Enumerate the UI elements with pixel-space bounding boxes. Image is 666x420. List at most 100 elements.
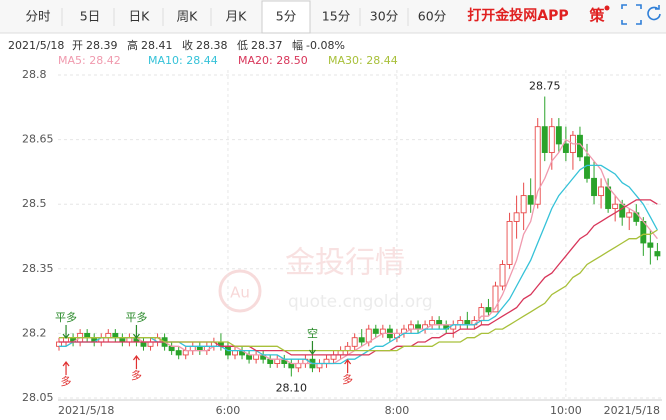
watermark: Au 金投行情 quote.cngold.org <box>218 246 433 313</box>
candle-body <box>464 320 471 326</box>
ma-line <box>59 199 658 356</box>
refresh-icon[interactable] <box>647 5 661 21</box>
y-tick-label: 28.2 <box>22 326 47 339</box>
tab[interactable]: 月K <box>226 9 248 24</box>
candle-body <box>654 251 661 257</box>
info-value: 28.37 <box>251 39 283 52</box>
candle-body <box>626 212 633 218</box>
candle-body <box>562 143 569 153</box>
tab[interactable]: 15分 <box>322 9 350 24</box>
tab[interactable]: 分时 <box>25 9 51 24</box>
candle-body <box>365 328 372 343</box>
info-label: 开 <box>72 39 83 52</box>
candle-body <box>541 126 548 153</box>
tab[interactable]: 30分 <box>370 9 398 24</box>
x-tick-label: 2021/5/18 <box>58 404 114 417</box>
watermark-url: quote.cngold.org <box>288 292 433 312</box>
candle-body <box>408 324 414 330</box>
candle-body <box>246 354 253 360</box>
candle-body <box>436 320 443 326</box>
y-tick-label: 28.8 <box>22 68 47 81</box>
signal-arrow <box>62 361 70 375</box>
y-tick-label: 28.5 <box>22 197 47 210</box>
info-date: 2021/5/18 <box>8 39 64 52</box>
candle-body <box>351 337 358 347</box>
candle-body <box>555 126 562 145</box>
strategy-button[interactable]: 策 <box>588 7 605 25</box>
candle-body <box>330 354 337 360</box>
candle-body <box>506 220 513 265</box>
watermark-logo: Au <box>230 284 250 302</box>
signal-arrow <box>344 359 352 373</box>
signal-arrow <box>308 341 316 355</box>
candle-body <box>598 186 605 197</box>
info-value: 28.41 <box>141 39 173 52</box>
candle-body <box>605 186 612 209</box>
candle-body <box>534 126 541 205</box>
legend-entry: MA30: 28.44 <box>328 54 398 67</box>
info-label: 收 <box>182 38 193 52</box>
app-link[interactable]: 打开金投网APP <box>467 7 568 24</box>
candle-body <box>584 156 590 179</box>
candle-body <box>232 350 238 356</box>
candle-body <box>640 220 647 244</box>
candle-body <box>274 358 281 364</box>
candle-body <box>168 345 175 352</box>
legend-entry: MA20: 28.50 <box>238 54 308 67</box>
info-value: -0.08% <box>306 39 345 52</box>
candle-body <box>612 203 619 209</box>
candle-body <box>499 264 506 287</box>
signal-label: 多 <box>342 372 353 386</box>
y-tick-label: 28.35 <box>22 262 54 275</box>
info-label: 低 <box>237 39 248 52</box>
candle-body <box>591 177 597 197</box>
candle-body <box>175 350 182 356</box>
candle-body <box>429 320 436 326</box>
y-tick-label: 28.65 <box>22 133 54 146</box>
info-value: 28.38 <box>196 39 228 52</box>
candle-body <box>492 285 499 313</box>
tab[interactable]: 5分 <box>276 9 296 24</box>
signal-arrow <box>62 325 70 339</box>
candle-body <box>372 328 379 334</box>
candle-body <box>527 195 534 205</box>
candle-body <box>513 212 520 222</box>
candle-body <box>548 126 555 153</box>
candle-body <box>358 337 365 343</box>
signal-label: 平多 <box>55 310 77 324</box>
signal-label: 平多 <box>125 310 147 324</box>
ma-line <box>59 229 658 352</box>
tab[interactable]: 5日 <box>80 9 100 24</box>
tab[interactable]: 日K <box>129 9 151 24</box>
fullscreen-icon[interactable] <box>621 4 642 25</box>
tab-selected-bg <box>261 0 311 34</box>
tab[interactable]: 周K <box>177 9 199 24</box>
notice-dot <box>604 5 610 11</box>
x-tick-label: 6:00 <box>216 404 241 417</box>
candle-body <box>267 358 274 364</box>
info-value: 28.39 <box>86 39 118 52</box>
candle-body <box>295 363 302 369</box>
candle-body <box>520 195 527 214</box>
legend-entry: MA5: 28.42 <box>58 54 121 67</box>
candle-body <box>140 341 147 347</box>
candle-body <box>647 242 654 248</box>
watermark-logo-ring <box>218 269 262 313</box>
x-tick-label: 2021/5/18 <box>604 404 660 417</box>
info-label: 幅 <box>292 39 303 52</box>
signal-label: 空 <box>307 326 318 340</box>
signal-arrow <box>132 325 140 339</box>
tab[interactable]: 60分 <box>418 9 446 24</box>
signal-arrow <box>132 355 140 369</box>
candle-body <box>147 341 154 347</box>
watermark-brand: 金投行情 <box>285 246 405 281</box>
candle-body <box>619 203 626 218</box>
legend-entry: MA10: 28.44 <box>148 54 218 67</box>
extreme-label: 28.75 <box>529 80 561 93</box>
candle-body <box>253 354 260 360</box>
candle-body <box>288 363 295 369</box>
y-tick-label: 28.05 <box>22 391 54 404</box>
x-tick-label: 8:00 <box>385 404 410 417</box>
candle-body <box>182 350 189 356</box>
